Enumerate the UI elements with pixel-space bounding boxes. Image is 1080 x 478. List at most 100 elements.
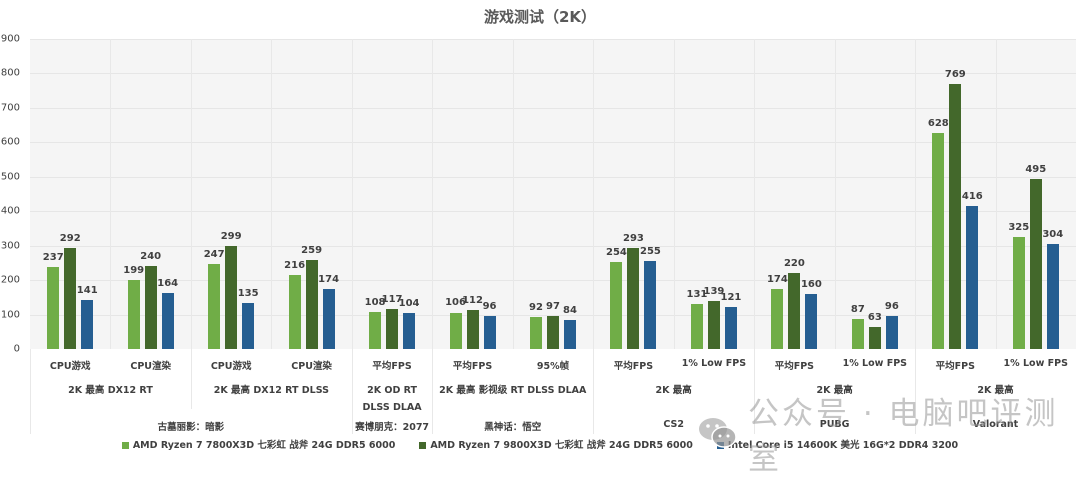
y-tick-label: 800 <box>0 67 20 79</box>
legend-item: AMD Ryzen 7 7800X3D 七彩虹 战斧 24G DDR5 6000 <box>121 437 395 451</box>
category-divider <box>271 39 273 349</box>
value-label: 237 <box>42 252 64 264</box>
bar <box>771 289 784 349</box>
game-group-label: 黑神话：悟空 <box>484 422 542 433</box>
value-label: 293 <box>623 233 644 245</box>
category-label: CPU游戏 <box>49 361 91 372</box>
gridline <box>30 245 1076 247</box>
gridline <box>30 211 1076 213</box>
value-label: 141 <box>76 285 98 297</box>
legend-label: AMD Ryzen 7 9800X3D 七彩虹 战斧 24G DDR5 6000 <box>430 440 693 451</box>
wechat-icon <box>698 416 738 450</box>
bar <box>547 315 559 349</box>
legend-label: Intel Core i5 14600K 美光 16G*2 DDR4 3200 <box>727 440 959 451</box>
bar <box>305 259 318 349</box>
value-label: 97 <box>546 300 560 312</box>
category-label: CPU渲染 <box>291 361 332 372</box>
category-label: 平均FPS <box>774 361 815 372</box>
bar <box>449 312 462 349</box>
bar <box>788 273 801 349</box>
game-group-label: 赛博朋克：2077 <box>355 422 430 433</box>
category-label: CPU渲染 <box>130 361 171 372</box>
setting-group-label: 2K 最高 DX12 RT <box>68 385 153 396</box>
category-divider <box>834 39 836 349</box>
value-label: 247 <box>203 248 225 260</box>
gridline <box>30 142 1076 144</box>
bar <box>483 315 496 349</box>
gridline <box>30 314 1076 316</box>
bar <box>386 308 399 349</box>
value-label: 628 <box>927 117 949 129</box>
category-divider <box>110 39 112 349</box>
gridline <box>30 73 1076 75</box>
group-divider <box>432 349 434 434</box>
bar <box>1012 237 1025 349</box>
bar <box>851 319 864 349</box>
category-divider <box>995 39 997 349</box>
y-tick-label: 600 <box>0 136 20 148</box>
value-label: 164 <box>157 277 179 289</box>
bar <box>1029 178 1042 349</box>
bar <box>885 315 898 349</box>
category-divider <box>593 39 595 349</box>
y-tick-label: 200 <box>0 274 20 286</box>
value-label: 160 <box>800 278 822 290</box>
bar <box>1046 244 1059 349</box>
bar <box>805 293 818 349</box>
legend-swatch <box>121 442 129 449</box>
x-axis: CPU游戏 CPU渲染 CPU游戏 CPU渲染 平均FPS 平均FPS 95%帧 平均FPS 1… <box>30 349 1076 434</box>
bar <box>47 267 60 349</box>
bar <box>161 292 174 349</box>
bar <box>127 280 140 349</box>
game-group-label: Valorant <box>972 419 1019 430</box>
category-divider <box>351 39 353 349</box>
value-label: 240 <box>140 251 162 263</box>
bar <box>225 246 238 349</box>
legend-item: AMD Ryzen 7 9800X3D 七彩虹 战斧 24G DDR5 6000 <box>419 437 693 451</box>
plot-area: 237 292 141 199 240 164 247 299 135 216 259 174 108 1… <box>30 39 1076 350</box>
bar <box>144 266 157 349</box>
value-label: 216 <box>284 259 306 271</box>
setting-group-label: 2K 最高 <box>977 385 1014 396</box>
value-label: 131 <box>686 288 708 300</box>
value-label: 174 <box>318 274 340 286</box>
value-label: 259 <box>301 244 323 256</box>
category-label: 平均FPS <box>452 361 493 372</box>
bar <box>322 289 335 349</box>
category-divider <box>754 39 756 349</box>
group-divider <box>351 349 353 434</box>
value-label: 139 <box>703 286 725 298</box>
value-label: 299 <box>220 231 242 242</box>
group-divider <box>915 349 917 434</box>
category-divider <box>673 39 675 349</box>
value-label: 87 <box>850 304 865 316</box>
group-divider <box>30 349 31 434</box>
y-tick-label: 900 <box>0 33 20 45</box>
bar <box>242 302 255 349</box>
value-label: 106 <box>445 297 466 309</box>
value-label: 254 <box>606 246 627 258</box>
bar <box>466 310 479 349</box>
category-label: CPU游戏 <box>210 361 252 372</box>
category-label: 平均FPS <box>935 361 975 372</box>
value-label: 117 <box>381 293 403 305</box>
group-divider <box>190 349 192 409</box>
category-label: 1% Low FPS <box>842 358 908 369</box>
setting-group-label: 2K 最高 <box>655 385 692 396</box>
setting-group-label: 2K 最高 <box>816 385 853 396</box>
group-divider <box>593 349 595 434</box>
category-label: 1% Low FPS <box>1003 358 1068 369</box>
value-label: 63 <box>867 312 882 324</box>
bar <box>707 301 720 349</box>
value-label: 84 <box>563 305 577 317</box>
value-label: 769 <box>944 69 966 81</box>
game-group-label: CS2 <box>663 419 684 430</box>
value-label: 220 <box>783 258 805 270</box>
value-label: 325 <box>1008 222 1030 234</box>
bar <box>644 261 657 349</box>
value-label: 108 <box>364 296 386 308</box>
value-label: 121 <box>720 292 742 304</box>
value-label: 495 <box>1025 163 1047 175</box>
category-label: 平均FPS <box>372 361 412 372</box>
value-label: 304 <box>1042 229 1064 241</box>
